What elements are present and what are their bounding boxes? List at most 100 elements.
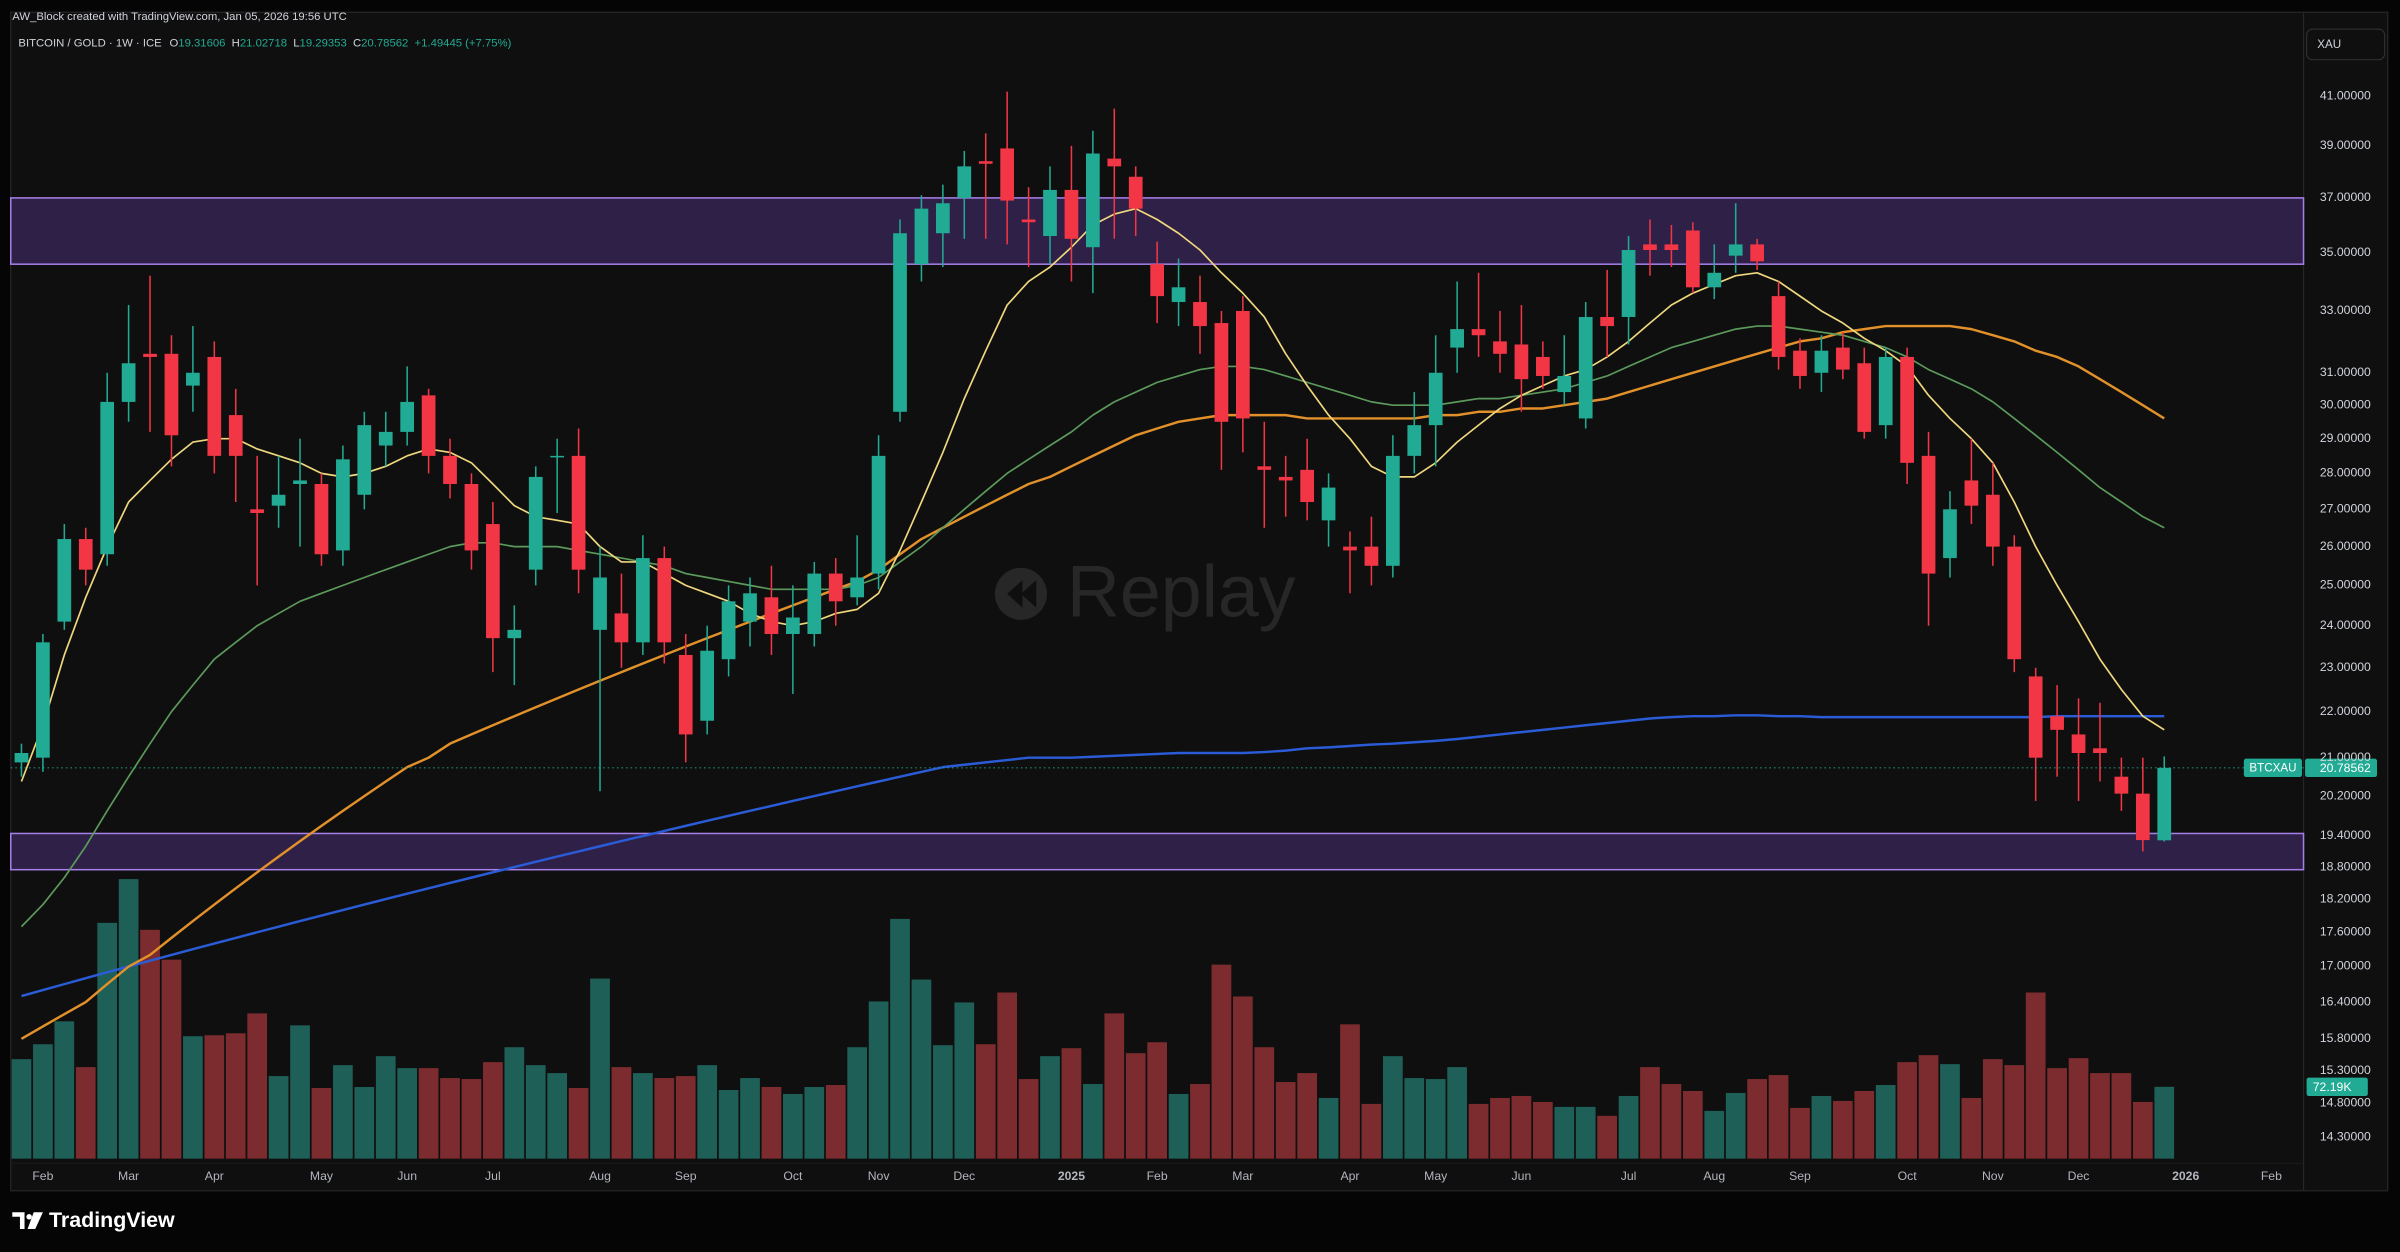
volume-bar: [397, 1068, 418, 1159]
candle-body: [14, 752, 29, 763]
volume-bar: [268, 1076, 289, 1159]
volume-bar: [1940, 1064, 1960, 1159]
volume-bar: [1104, 1013, 1125, 1159]
volume-bar: [761, 1087, 782, 1159]
volume-bar: [1468, 1103, 1489, 1159]
volume-bar: [1040, 1056, 1060, 1159]
y-tick-label: 24.00000: [2320, 618, 2371, 632]
x-tick-label: Feb: [1147, 1169, 1168, 1183]
symbol-tag: BTCXAU: [2249, 762, 2296, 775]
y-tick-label: 22.00000: [2320, 704, 2371, 718]
low-label: L: [293, 38, 299, 50]
volume-bar: [1768, 1075, 1789, 1159]
currency-button-box[interactable]: [2305, 28, 2386, 61]
candle-body: [36, 642, 50, 758]
candle-body: [678, 654, 693, 735]
y-tick-label: 17.60000: [2320, 924, 2371, 938]
candle-body: [1964, 480, 1979, 506]
candle-body: [250, 509, 265, 513]
volume-bar: [1168, 1093, 1189, 1159]
x-tick-label: Jun: [397, 1169, 417, 1183]
volume-bar: [183, 1036, 203, 1159]
volume-bar: [311, 1088, 332, 1159]
candle-body: [1878, 356, 1893, 426]
volume-bar: [890, 918, 910, 1159]
currency-button[interactable]: XAU: [2305, 28, 2386, 61]
volume-bar: [718, 1089, 739, 1159]
y-tick-label: 41.00000: [2320, 89, 2371, 103]
volume-bar: [33, 1044, 53, 1159]
brand-name: TradingView: [49, 1208, 175, 1232]
candle-body: [2028, 676, 2043, 758]
y-tick-label: 25.00000: [2320, 578, 2371, 592]
volume-bar: [1618, 1095, 1639, 1159]
candle-body: [1300, 469, 1314, 503]
volume-bar: [2090, 1073, 2110, 1159]
candle-body: [1428, 372, 1443, 426]
volume-bar: [1875, 1085, 1896, 1159]
candle-body: [1043, 189, 1057, 237]
x-tick-label: Mar: [118, 1169, 139, 1183]
volume-bar: [1018, 1079, 1039, 1159]
volume-bar: [804, 1087, 825, 1159]
y-tick-label: 18.80000: [2320, 859, 2371, 873]
x-tick-label: Apr: [205, 1169, 224, 1183]
volume-bar: [204, 1035, 225, 1159]
candle-body: [2157, 767, 2172, 841]
volume-bar: [118, 879, 139, 1159]
volume-bar: [440, 1078, 460, 1159]
y-tick-label: 21.00000: [2320, 750, 2371, 764]
candle-body: [1557, 375, 1572, 393]
candle-body: [1171, 287, 1186, 303]
volume-bar: [868, 1001, 889, 1159]
candle-body: [978, 161, 993, 164]
volume-bar: [247, 1013, 268, 1159]
candle-body: [764, 597, 779, 634]
candle-body: [700, 650, 715, 721]
candle-body: [357, 425, 372, 495]
high-label: H: [232, 38, 240, 50]
volume-bar: [975, 1044, 996, 1159]
volume-bar: [483, 1062, 503, 1159]
candle-body: [314, 484, 329, 555]
candle-body: [1535, 356, 1550, 376]
volume-bar: [1190, 1084, 1210, 1159]
volume-bar: [547, 1073, 568, 1159]
y-tick-label: 15.80000: [2320, 1031, 2371, 1045]
volume-bar: [1725, 1092, 1746, 1159]
last-price-box: [2305, 758, 2378, 778]
candle-body: [636, 558, 650, 643]
volume-bar: [1083, 1084, 1103, 1159]
candle-body: [1128, 176, 1143, 209]
candle-body: [2071, 734, 2086, 753]
replay-watermark: Replay: [994, 549, 1296, 632]
y-tick-label: 14.30000: [2320, 1130, 2371, 1144]
candle-body: [743, 593, 757, 622]
volume-bar: [1382, 1056, 1403, 1159]
candle-body: [1364, 546, 1379, 566]
candle-body: [57, 539, 72, 622]
currency-button-label[interactable]: XAU: [2317, 38, 2341, 51]
candle-body: [486, 524, 500, 639]
candle-body: [1385, 455, 1400, 566]
candle-body: [1707, 272, 1722, 288]
candle-body: [507, 629, 522, 639]
candle-body: [1664, 244, 1679, 251]
volume-bar: [1147, 1042, 1168, 1159]
candle-body: [1900, 356, 1914, 463]
candle-body: [78, 539, 93, 570]
candle-body: [336, 459, 350, 551]
candle-body: [593, 577, 607, 630]
volume-bar: [911, 979, 932, 1159]
volume-bar: [290, 1025, 310, 1159]
open-label: O: [169, 38, 178, 50]
volume-bar: [97, 922, 118, 1159]
candle-body: [1343, 546, 1357, 551]
candle-body: [893, 233, 907, 412]
y-tick-label: 27.00000: [2320, 502, 2371, 516]
x-tick-label: Feb: [32, 1169, 53, 1183]
volume-bar: [568, 1088, 589, 1159]
candle-body: [1943, 509, 1957, 559]
volume-bar: [1125, 1053, 1146, 1159]
